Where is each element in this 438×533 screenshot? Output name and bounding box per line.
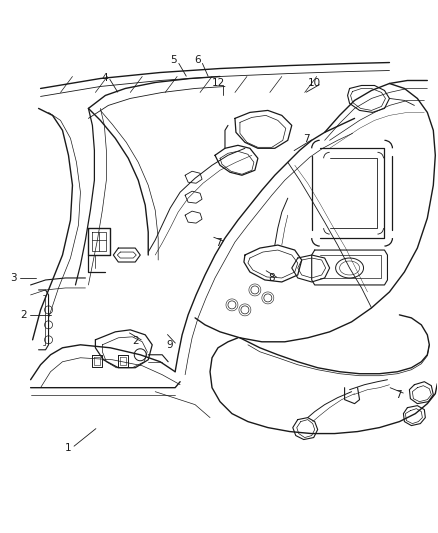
Text: 4: 4 (101, 73, 108, 83)
Text: 7: 7 (303, 134, 310, 144)
Text: 8: 8 (268, 273, 275, 283)
Text: 7: 7 (215, 238, 222, 247)
Text: 6: 6 (195, 55, 201, 65)
Text: 1: 1 (65, 443, 72, 453)
Text: 5: 5 (170, 55, 177, 65)
Text: 3: 3 (11, 273, 17, 283)
Text: 2: 2 (20, 310, 27, 320)
Text: 7: 7 (395, 390, 401, 400)
Text: 2: 2 (133, 336, 139, 346)
Text: 10: 10 (307, 78, 321, 88)
Text: 12: 12 (212, 78, 225, 88)
Text: 9: 9 (167, 340, 173, 350)
